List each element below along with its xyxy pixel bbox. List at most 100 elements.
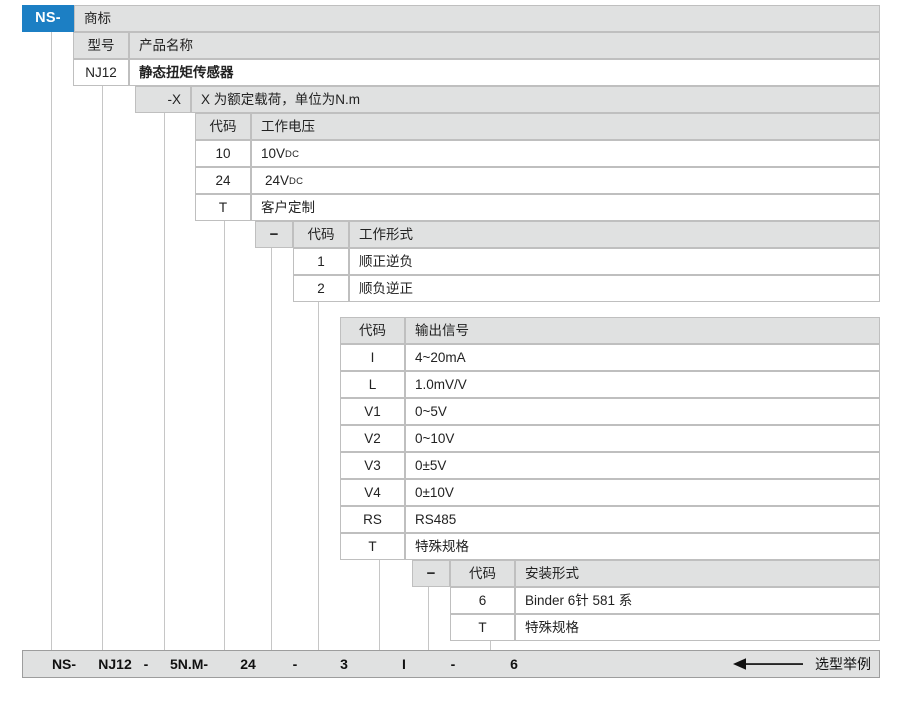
workmode-row-desc: 顺正逆负 [359,253,413,269]
example-value: - [450,656,456,672]
connector-line-brand [51,32,52,650]
connector-line-sep2 [428,560,429,650]
capacity-desc: X 为额定载荷，单位为N.m [201,91,361,107]
output-row-desc: 0±10V [415,484,454,500]
output-row-desc: 4~20mA [415,349,466,365]
output-row-code: I [370,349,375,365]
voltage-header-desc-cell: 工作电压 [251,113,880,140]
workmode-header-desc: 工作形式 [359,226,413,242]
example-value: NS- [51,656,77,672]
mounting-row-0-code-cell: 6 [450,587,515,614]
output-row-code: L [368,376,377,392]
mounting-row-1-code-cell: T [450,614,515,641]
voltage-row-1-code-cell: 24 [195,167,251,194]
example-item-brand: NS- [35,651,93,677]
example-item-mounting: 6 [503,651,525,677]
brand-label: 商标 [84,10,111,26]
output-row-3-code-cell: V2 [340,425,405,452]
model-header-code-cell: 型号 [73,32,129,59]
model-header-code: 型号 [87,37,115,53]
voltage-row-1-desc-cell: 24V DC [251,167,880,194]
output-row-code: V2 [364,430,381,446]
mounting-header-code: 代码 [469,565,496,581]
voltage-row-0-code-cell: 10 [195,140,251,167]
example-item-output: I [393,651,415,677]
example-item-model: NJ12 [85,651,145,677]
output-row-6-code-cell: RS [340,506,405,533]
output-row-6-desc-cell: RS485 [405,506,880,533]
example-value: 5N.M- [169,656,209,672]
example-item-workmode: 3 [333,651,355,677]
output-row-code: V4 [364,484,381,500]
voltage-header-code-cell: 代码 [195,113,251,140]
example-value: 24 [240,656,256,672]
voltage-row-desc: 10V [261,145,286,161]
output-row-0-code-cell: I [340,344,405,371]
output-row-code: RS [363,511,382,527]
model-row-code: NJ12 [85,64,117,80]
example-note-group: 选型举例 [733,651,871,677]
voltage-row-2-code-cell: T [195,194,251,221]
output-header-code: 代码 [359,322,386,338]
connector-line-workmode [318,248,319,650]
output-row-7-desc-cell: 特殊规格 [405,533,880,560]
example-item-dash3: - [443,651,463,677]
left-arrow-icon [733,657,811,671]
mounting-header-desc: 安装形式 [525,565,579,581]
output-row-desc: 0±5V [415,457,447,473]
connector-line-model [102,59,103,650]
mounting-row-1-desc-cell: 特殊规格 [515,614,880,641]
output-row-desc: 0~10V [415,430,455,446]
mounting-row-code: T [478,619,487,635]
workmode-row-0-code-cell: 1 [293,248,349,275]
brand-label-cell: 商标 [74,5,880,32]
voltage-row-0-desc-cell: 10V DC [251,140,880,167]
workmode-row-0-desc-cell: 顺正逆负 [349,248,880,275]
mounting-row-code: 6 [478,592,487,608]
connector-line-sep1 [271,221,272,650]
workmode-row-desc: 顺负逆正 [359,280,413,296]
connector-line-voltage [224,113,225,650]
output-row-desc: 1.0mV/V [415,376,467,392]
output-row-5-code-cell: V4 [340,479,405,506]
output-header-code-cell: 代码 [340,317,405,344]
example-value: 6 [510,656,518,672]
output-row-desc: 0~5V [415,403,447,419]
capacity-code-cell: -X [135,86,191,113]
output-row-3-desc-cell: 0~10V [405,425,880,452]
voltage-row-desc-sub: DC [285,148,300,160]
voltage-row-desc: 客户定制 [261,199,315,215]
example-item-dash1: - [136,651,156,677]
output-row-desc: 特殊规格 [415,538,469,554]
output-row-2-desc-cell: 0~5V [405,398,880,425]
example-item-voltage: 24 [228,651,268,677]
example-value: I [402,656,406,672]
model-row-desc: 静态扭矩传感器 [139,64,234,80]
example-value: NJ12 [98,656,132,672]
mounting-separator: − [426,565,436,582]
output-row-4-desc-cell: 0±5V [405,452,880,479]
output-row-0-desc-cell: 4~20mA [405,344,880,371]
output-row-5-desc-cell: 0±10V [405,479,880,506]
voltage-row-2-desc-cell: 客户定制 [251,194,880,221]
output-row-2-code-cell: V1 [340,398,405,425]
example-note-label: 选型举例 [815,656,871,672]
output-row-code: T [368,538,377,554]
voltage-row-code: 10 [215,145,231,161]
output-row-1-code-cell: L [340,371,405,398]
example-item-capacity: 5N.M- [154,651,224,677]
voltage-row-code: T [218,199,228,215]
voltage-header-code: 代码 [209,118,237,134]
capacity-desc-cell: X 为额定载荷，单位为N.m [191,86,880,113]
output-row-code: V3 [364,457,381,473]
output-row-7-code-cell: T [340,533,405,560]
connector-line-capacity [164,86,165,650]
capacity-code: -X [167,91,182,107]
workmode-row-1-code-cell: 2 [293,275,349,302]
mounting-header-code-cell: 代码 [450,560,515,587]
mounting-row-0-desc-cell: Binder 6针 581 系 [515,587,880,614]
workmode-header-code: 代码 [307,226,335,242]
output-header-desc: 输出信号 [415,322,469,338]
workmode-header-desc-cell: 工作形式 [349,221,880,248]
